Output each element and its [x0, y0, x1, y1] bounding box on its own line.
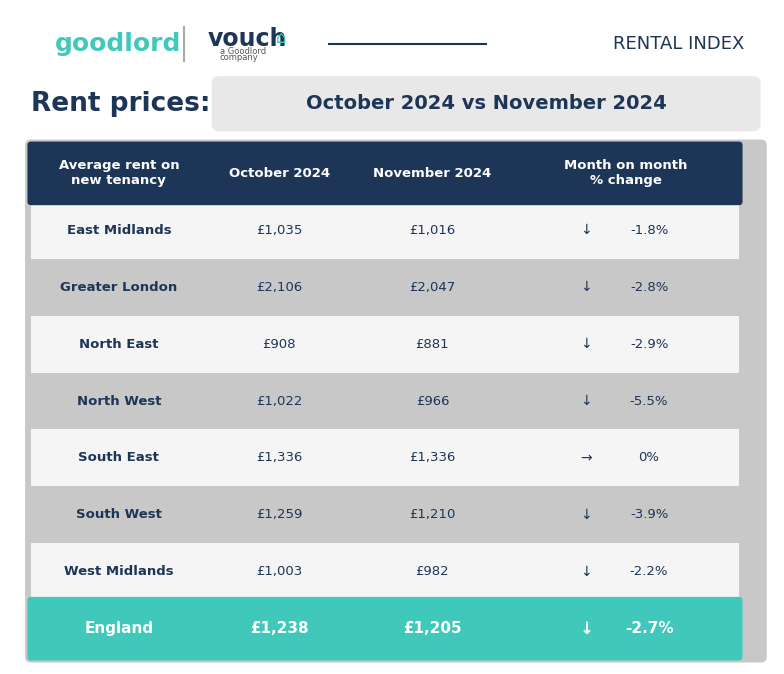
Text: -2.9%: -2.9%	[630, 338, 668, 350]
Bar	[31, 315, 206, 373]
Bar	[31, 373, 206, 429]
Bar	[206, 259, 352, 315]
Text: £881: £881	[416, 338, 449, 350]
Text: £1,210: £1,210	[409, 508, 456, 522]
Text: ↓: ↓	[581, 565, 592, 579]
Bar	[206, 315, 352, 373]
Bar	[352, 202, 513, 259]
Text: October 2024: October 2024	[229, 167, 330, 180]
Text: £1,003: £1,003	[256, 565, 303, 578]
Text: £1,035: £1,035	[256, 224, 303, 237]
Text: North West: North West	[77, 394, 161, 408]
Text: West Midlands: West Midlands	[64, 565, 174, 578]
Text: November 2024: November 2024	[373, 167, 492, 180]
Bar	[513, 487, 739, 543]
Text: East Midlands: East Midlands	[67, 224, 171, 237]
Text: ↓: ↓	[581, 508, 592, 522]
Text: £908: £908	[263, 338, 296, 350]
Bar	[352, 315, 513, 373]
Text: ↓: ↓	[579, 619, 593, 638]
Text: £966: £966	[416, 394, 449, 408]
Bar	[513, 429, 739, 487]
Bar	[352, 259, 513, 315]
Text: ↓: ↓	[581, 394, 592, 408]
Text: Average rent on
new tenancy: Average rent on new tenancy	[59, 159, 180, 187]
Text: -3.9%: -3.9%	[630, 508, 668, 522]
Text: -2.8%: -2.8%	[630, 280, 668, 294]
Text: -2.2%: -2.2%	[630, 565, 669, 578]
Text: South East: South East	[78, 452, 159, 464]
FancyBboxPatch shape	[27, 597, 742, 661]
Bar	[31, 429, 206, 487]
Text: RENTAL INDEX: RENTAL INDEX	[613, 35, 745, 53]
Text: -1.8%: -1.8%	[630, 224, 668, 237]
Bar	[513, 543, 739, 601]
Text: vouch: vouch	[208, 27, 287, 51]
Bar	[513, 373, 739, 429]
FancyBboxPatch shape	[25, 140, 767, 663]
Bar	[352, 487, 513, 543]
Text: goodlord: goodlord	[55, 32, 181, 56]
Bar	[352, 543, 513, 601]
Text: -2.7%: -2.7%	[625, 621, 673, 636]
Text: England: England	[85, 621, 154, 636]
Text: company: company	[220, 53, 258, 63]
Bar	[206, 487, 352, 543]
Text: £1,259: £1,259	[256, 508, 303, 522]
Text: £982: £982	[416, 565, 449, 578]
Text: £1,336: £1,336	[409, 452, 456, 464]
Bar	[206, 543, 352, 601]
Text: -5.5%: -5.5%	[630, 394, 669, 408]
Bar	[206, 202, 352, 259]
Bar	[31, 259, 206, 315]
Bar	[206, 429, 352, 487]
Text: October 2024 vs November 2024: October 2024 vs November 2024	[306, 94, 666, 113]
Text: ↓: ↓	[581, 337, 592, 351]
FancyBboxPatch shape	[27, 142, 742, 205]
Text: £2,106: £2,106	[256, 280, 303, 294]
Text: ↓: ↓	[581, 223, 592, 237]
Text: Rent prices:: Rent prices:	[31, 92, 211, 117]
Text: £2,047: £2,047	[409, 280, 456, 294]
Text: →: →	[581, 451, 592, 465]
Text: £1,238: £1,238	[250, 621, 309, 636]
Bar	[513, 315, 739, 373]
Bar	[352, 429, 513, 487]
Text: ⌂: ⌂	[276, 30, 286, 47]
Bar	[513, 259, 739, 315]
Text: a Goodlord: a Goodlord	[220, 47, 266, 56]
Text: Greater London: Greater London	[60, 280, 177, 294]
Bar	[31, 202, 206, 259]
Text: ↓: ↓	[581, 280, 592, 294]
Text: £1,205: £1,205	[403, 621, 462, 636]
Text: £1,022: £1,022	[256, 394, 303, 408]
Text: 0%: 0%	[639, 452, 659, 464]
Text: North East: North East	[79, 338, 158, 350]
FancyBboxPatch shape	[212, 76, 760, 131]
Bar	[206, 373, 352, 429]
Bar	[31, 487, 206, 543]
Bar	[513, 202, 739, 259]
Text: £1,016: £1,016	[409, 224, 456, 237]
Text: Month on month
% change: Month on month % change	[564, 159, 688, 187]
Bar	[31, 543, 206, 601]
Bar	[352, 373, 513, 429]
Text: £1,336: £1,336	[256, 452, 303, 464]
Text: South West: South West	[76, 508, 162, 522]
